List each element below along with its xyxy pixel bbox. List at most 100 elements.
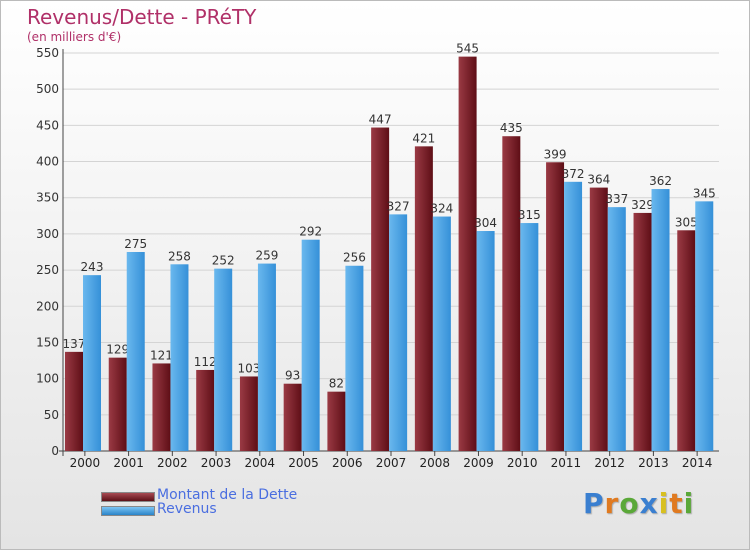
x-tick-label: 2011: [551, 456, 582, 470]
data-label: 545: [456, 42, 479, 56]
bar-revenus: [345, 265, 364, 451]
x-tick-label: 2002: [157, 456, 188, 470]
data-label: 304: [474, 216, 497, 230]
data-label: 252: [212, 254, 235, 268]
bar-revenus: [301, 239, 320, 451]
data-label: 243: [81, 260, 104, 274]
data-label: 292: [299, 225, 322, 239]
x-tick-label: 2008: [419, 456, 450, 470]
bar-dette: [414, 146, 433, 451]
x-tick-label: 2007: [376, 456, 407, 470]
x-tick-label: 2003: [201, 456, 232, 470]
bar-revenus: [83, 275, 101, 451]
bar-dette: [283, 383, 302, 451]
data-label: 112: [194, 355, 217, 369]
x-tick-label: 2014: [682, 456, 713, 470]
data-label: 399: [544, 147, 567, 161]
x-tick-label: 2006: [332, 456, 363, 470]
bar-revenus: [607, 207, 626, 451]
x-tick-label: 2010: [507, 456, 538, 470]
bar-dette: [196, 369, 215, 451]
data-label: 364: [587, 173, 610, 187]
chart-subtitle: (en milliers d'€): [27, 30, 122, 44]
logo-letter: i: [683, 487, 695, 520]
bar-dette: [546, 162, 565, 451]
data-label: 435: [500, 121, 523, 135]
data-label: 82: [329, 377, 344, 391]
data-label: 372: [562, 167, 585, 181]
bar-revenus: [520, 223, 539, 451]
y-tick-label: 200: [36, 299, 59, 313]
x-tick-label: 2009: [463, 456, 494, 470]
x-tick-label: 2013: [638, 456, 669, 470]
bar-dette: [65, 351, 83, 451]
legend-label-dette: Montant de la Dette: [157, 487, 298, 503]
x-tick-label: 2000: [70, 456, 101, 470]
bar-dette: [108, 357, 127, 451]
data-label: 259: [255, 249, 278, 263]
data-label: 275: [124, 237, 147, 251]
data-label: 103: [237, 361, 260, 375]
y-tick-label: 100: [36, 372, 59, 386]
x-tick-label: 2001: [113, 456, 144, 470]
bar-revenus: [257, 263, 276, 451]
y-tick-label: 450: [36, 118, 59, 132]
logo-letter: r: [604, 487, 620, 520]
bar-dette: [458, 56, 477, 451]
bar-dette: [589, 187, 608, 451]
data-label: 305: [675, 215, 698, 229]
bar-revenus: [476, 231, 495, 451]
bar-dette: [371, 127, 390, 451]
data-label: 447: [369, 113, 392, 127]
y-tick-label: 400: [36, 155, 59, 169]
legend-label-revenus: Revenus: [157, 501, 217, 517]
data-label: 324: [430, 202, 453, 216]
data-label: 137: [63, 337, 86, 351]
data-label: 256: [343, 251, 366, 265]
bar-revenus: [389, 214, 408, 451]
y-tick-label: 250: [36, 263, 59, 277]
y-tick-label: 150: [36, 335, 59, 349]
data-label: 327: [387, 199, 410, 213]
y-tick-label: 350: [36, 191, 59, 205]
bar-dette: [239, 376, 258, 451]
data-label: 337: [605, 192, 628, 206]
data-label: 421: [412, 131, 435, 145]
x-tick-label: 2005: [288, 456, 319, 470]
bar-dette: [633, 212, 652, 451]
data-label: 129: [106, 343, 129, 357]
legend-swatch-revenus: [101, 506, 155, 516]
logo-letter: x: [639, 487, 659, 520]
y-tick-label: 500: [36, 82, 59, 96]
bar-revenus: [695, 201, 714, 451]
bar-dette: [677, 230, 696, 451]
data-label: 329: [631, 198, 654, 212]
bar-revenus: [126, 252, 145, 451]
bar-dette: [152, 363, 171, 451]
logo-letter: t: [669, 487, 684, 520]
legend-swatch-dette: [101, 492, 155, 502]
logo-letter: i: [658, 487, 670, 520]
data-label: 315: [518, 208, 541, 222]
x-tick-label: 2004: [245, 456, 276, 470]
bar-dette: [327, 391, 346, 451]
x-tick-label: 2012: [594, 456, 625, 470]
data-label: 93: [285, 369, 300, 383]
y-tick-label: 50: [44, 408, 59, 422]
y-tick-label: 300: [36, 227, 59, 241]
chart-title: Revenus/Dette - PRéTY: [27, 5, 257, 29]
bar-dette: [502, 136, 521, 451]
logo-letter: P: [583, 487, 605, 520]
y-tick-label: 550: [36, 46, 59, 60]
logo-letter: o: [619, 487, 640, 520]
bar-revenus: [564, 181, 583, 452]
bar-revenus: [651, 189, 670, 451]
data-label: 258: [168, 249, 191, 263]
data-label: 345: [693, 186, 716, 200]
data-label: 362: [649, 174, 672, 188]
y-tick-label: 0: [51, 444, 59, 458]
bar-revenus: [214, 268, 233, 451]
bar-revenus: [170, 264, 189, 451]
